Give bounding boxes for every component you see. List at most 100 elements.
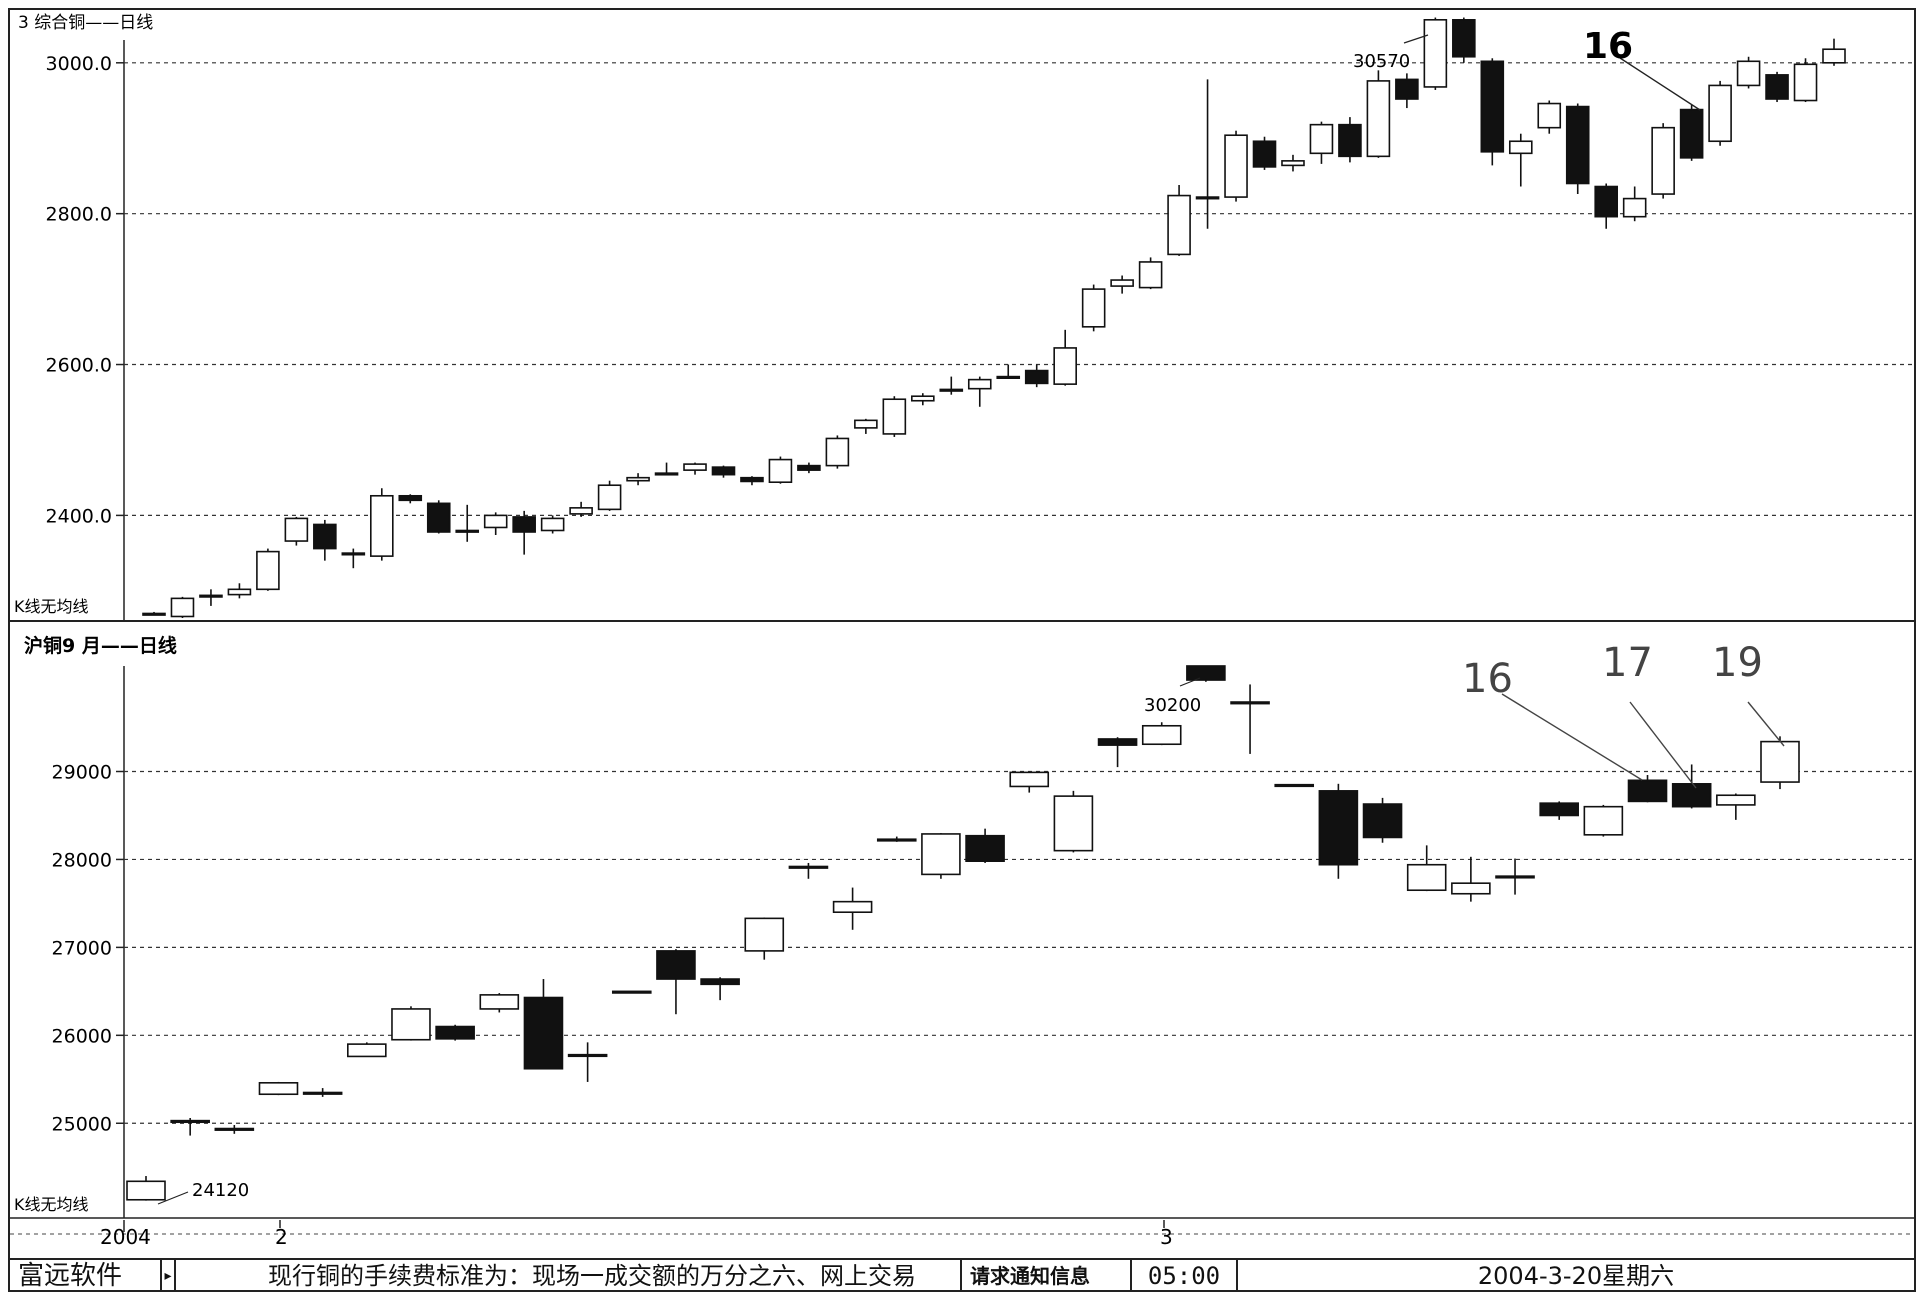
y-tick-label: 2400.0 bbox=[46, 505, 112, 527]
candle-body bbox=[284, 517, 309, 542]
candle-body bbox=[1138, 261, 1163, 289]
date-axis: 2004 2 3 bbox=[10, 1220, 1914, 1249]
y-tick-label: 25000 bbox=[52, 1113, 112, 1135]
x-label-feb: 2 bbox=[275, 1225, 288, 1249]
candle-body bbox=[1452, 19, 1476, 58]
candle-body bbox=[788, 865, 829, 869]
candle-body bbox=[302, 1091, 343, 1095]
candle-body bbox=[911, 395, 935, 402]
candle-body bbox=[1451, 882, 1491, 895]
candle-body bbox=[1508, 140, 1533, 155]
candle-body bbox=[369, 494, 394, 557]
candle-body bbox=[711, 466, 736, 476]
candle-body bbox=[1053, 795, 1094, 852]
candle-body bbox=[1318, 790, 1359, 866]
y-tick-label: 3000.0 bbox=[46, 53, 112, 75]
candle-body bbox=[1822, 48, 1846, 64]
candle-body bbox=[1195, 196, 1220, 200]
candle-body bbox=[142, 612, 166, 616]
bottom-annotation-19: 19 bbox=[1712, 640, 1763, 686]
candle-body bbox=[854, 419, 878, 429]
notice-button[interactable]: 请求通知信息 bbox=[962, 1260, 1132, 1292]
candle-body bbox=[1565, 105, 1590, 185]
candle-body bbox=[611, 990, 652, 994]
candle-body bbox=[797, 464, 821, 471]
candle-body bbox=[1583, 805, 1624, 836]
candle-body bbox=[523, 996, 564, 1070]
candle-body bbox=[1024, 369, 1049, 385]
candle-body bbox=[170, 597, 195, 618]
candle-body bbox=[654, 472, 679, 476]
candle-body bbox=[1671, 783, 1712, 808]
candle-body bbox=[1594, 185, 1619, 218]
candle-body bbox=[435, 1025, 475, 1040]
candle-body bbox=[214, 1127, 255, 1131]
candle-body bbox=[1679, 108, 1704, 159]
candle-body bbox=[1366, 80, 1391, 158]
candle-body bbox=[626, 476, 650, 482]
bottom-peak-label: 30200 bbox=[1144, 695, 1201, 716]
candle-body bbox=[876, 838, 917, 842]
candle-body bbox=[1495, 875, 1535, 879]
candle-body bbox=[1716, 794, 1756, 806]
candle-body bbox=[1274, 783, 1315, 788]
x-label-2004: 2004 bbox=[100, 1225, 151, 1249]
y-tick-label: 29000 bbox=[52, 762, 112, 784]
candle-body bbox=[1110, 279, 1134, 287]
clock-time: 05:00 bbox=[1132, 1260, 1238, 1292]
candle-body bbox=[1081, 288, 1106, 328]
candle-body bbox=[656, 950, 696, 980]
candle-body bbox=[1224, 134, 1248, 198]
candle-body bbox=[512, 516, 536, 533]
bottom-indicator-label: K线无均线 bbox=[14, 1195, 89, 1214]
y-tick-label: 28000 bbox=[52, 849, 112, 871]
candle-body bbox=[455, 529, 480, 533]
candle-body bbox=[347, 1043, 387, 1058]
candle-body bbox=[740, 476, 764, 483]
candle-body bbox=[1281, 160, 1305, 167]
candle-body bbox=[882, 398, 907, 435]
current-date: 2004-3-20星期六 bbox=[1477, 1262, 1675, 1290]
candle-body bbox=[744, 917, 785, 952]
candle-body bbox=[567, 1053, 608, 1058]
candle-body bbox=[126, 1180, 166, 1201]
x-label-mar: 3 bbox=[1160, 1225, 1173, 1249]
candle-body bbox=[398, 494, 423, 502]
candle-body bbox=[1423, 19, 1448, 88]
scroll-arrow-icon[interactable]: ▸ bbox=[162, 1260, 176, 1292]
bottom-price-panel[interactable]: 25000 26000 27000 28000 29000 沪铜9 月——日线 K线无均… bbox=[10, 622, 1914, 1220]
y-tick-label: 2800.0 bbox=[46, 204, 112, 226]
candle-body bbox=[1097, 738, 1138, 746]
candle-body bbox=[1338, 123, 1362, 158]
candle-body bbox=[1186, 665, 1226, 681]
y-tick-label: 26000 bbox=[52, 1025, 112, 1047]
candle-body bbox=[1539, 802, 1579, 817]
candle-body bbox=[1627, 779, 1668, 803]
candle-body bbox=[921, 833, 961, 876]
candle-body bbox=[1362, 803, 1403, 839]
bottom-low-label: 24120 bbox=[192, 1180, 249, 1201]
candle-body bbox=[996, 375, 1021, 380]
candle-body bbox=[1406, 863, 1447, 892]
candle-body bbox=[313, 523, 337, 550]
candle-body bbox=[256, 550, 280, 591]
candle-body bbox=[683, 463, 707, 471]
top-chart-title: 3 综合铜——日线 bbox=[18, 13, 153, 33]
candle-body bbox=[832, 900, 873, 914]
candle-body bbox=[1167, 194, 1191, 256]
bottom-chart-title: 沪铜9 月——日线 bbox=[24, 634, 177, 657]
brand-label: 富远软件 bbox=[10, 1260, 162, 1292]
candle-body bbox=[1309, 123, 1334, 155]
candle-body bbox=[1793, 63, 1818, 102]
candle-body bbox=[483, 514, 508, 529]
candle-body bbox=[825, 437, 850, 467]
candle-body bbox=[967, 378, 992, 390]
top-annotation-16: 16 bbox=[1583, 26, 1633, 67]
candle-body bbox=[965, 834, 1005, 862]
candle-body bbox=[939, 388, 964, 392]
top-peak-label: 30570 bbox=[1353, 51, 1410, 72]
candle-body bbox=[569, 507, 593, 515]
top-price-panel[interactable]: 2400.0 2600.0 2800.0 3000.0 3 综合铜——日线 K线无均线… bbox=[10, 10, 1914, 622]
candle-body bbox=[1395, 78, 1419, 100]
candle-body bbox=[1736, 60, 1761, 87]
